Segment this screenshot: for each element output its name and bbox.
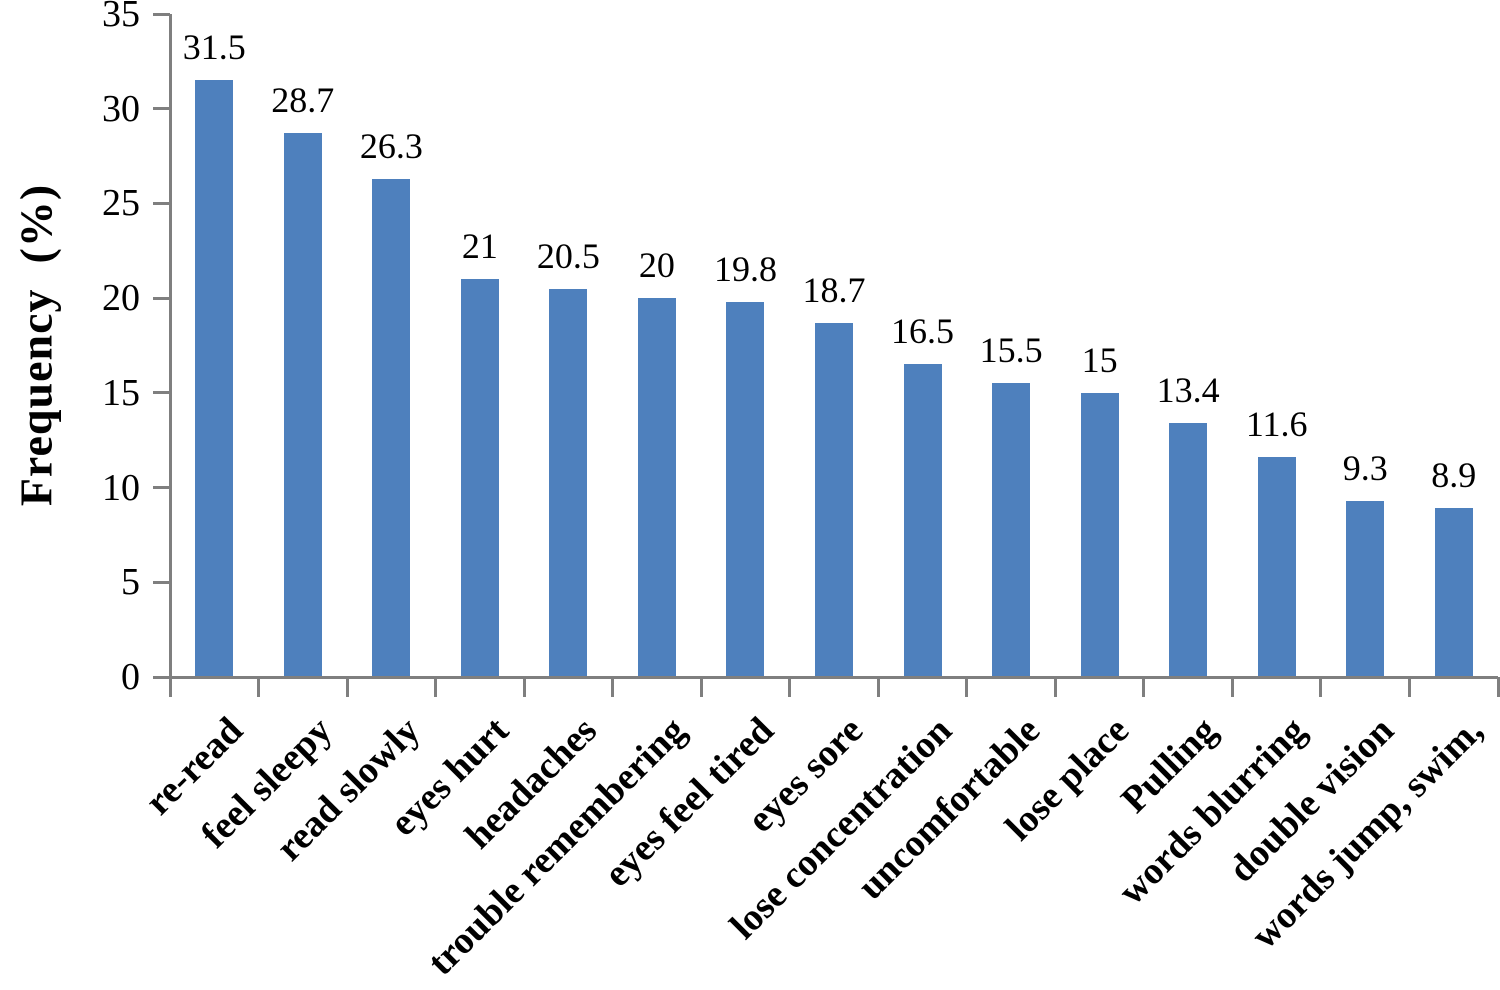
x-tick	[1142, 677, 1146, 697]
bar	[726, 301, 765, 677]
bar	[372, 178, 411, 677]
y-tick	[153, 107, 170, 111]
bar	[1434, 508, 1473, 677]
y-axis	[169, 14, 172, 677]
bar-value-label: 15	[1081, 339, 1118, 380]
x-tick	[1496, 677, 1500, 697]
bar	[1257, 457, 1296, 677]
bar	[903, 364, 942, 677]
bar-value-label: 28.7	[271, 80, 335, 121]
y-tick-label: 15	[102, 371, 140, 414]
bar-value-label: 19.8	[713, 248, 777, 289]
y-tick	[153, 201, 170, 205]
y-tick	[153, 675, 170, 679]
bar-value-label: 13.4	[1156, 370, 1220, 411]
x-tick	[1053, 677, 1057, 697]
bar	[992, 383, 1031, 677]
y-tick	[153, 12, 170, 16]
bar-value-label: 20	[638, 245, 675, 286]
bar	[1080, 392, 1119, 677]
x-tick	[1407, 677, 1411, 697]
bar-value-label: 26.3	[359, 125, 423, 166]
y-tick-label: 0	[121, 656, 140, 698]
bar	[549, 288, 588, 677]
y-tick-label: 20	[102, 277, 140, 320]
bar-value-label: 31.5	[182, 27, 246, 68]
x-tick	[522, 677, 526, 697]
bar	[1169, 423, 1208, 677]
bar-value-label: 15.5	[979, 330, 1043, 371]
bar-value-label: 9.3	[1342, 447, 1388, 488]
x-tick	[1230, 677, 1234, 697]
bar	[815, 322, 853, 677]
bar	[637, 298, 676, 677]
y-tick-label: 10	[102, 466, 140, 509]
bar-value-label: 18.7	[802, 269, 866, 310]
y-tick	[153, 486, 170, 490]
y-tick	[153, 296, 170, 300]
y-tick-label: 5	[121, 561, 140, 604]
x-axis	[169, 675, 1498, 679]
y-tick	[153, 391, 170, 395]
bar-value-label: 20.5	[536, 235, 600, 276]
x-tick	[876, 677, 880, 697]
x-tick	[168, 677, 172, 697]
x-tick	[699, 677, 703, 697]
x-tick	[257, 677, 261, 697]
x-tick	[788, 677, 792, 697]
x-tick	[1319, 677, 1323, 697]
bar-value-label: 11.6	[1245, 404, 1308, 445]
x-tick	[434, 677, 438, 697]
bar-value-label: 21	[461, 226, 498, 267]
bar-value-label: 8.9	[1431, 455, 1477, 496]
y-tick-label: 35	[102, 0, 140, 35]
bar-value-label: 16.5	[891, 311, 955, 352]
y-tick-label: 30	[102, 87, 140, 130]
y-tick	[153, 580, 170, 584]
x-tick	[345, 677, 349, 697]
bar	[283, 133, 322, 677]
x-tick	[965, 677, 969, 697]
bar	[460, 279, 499, 677]
y-axis-title: Frequency (%)	[10, 183, 62, 507]
bar	[1346, 500, 1385, 677]
y-tick-label: 25	[102, 182, 140, 225]
x-tick	[611, 677, 615, 697]
bar	[195, 80, 234, 677]
